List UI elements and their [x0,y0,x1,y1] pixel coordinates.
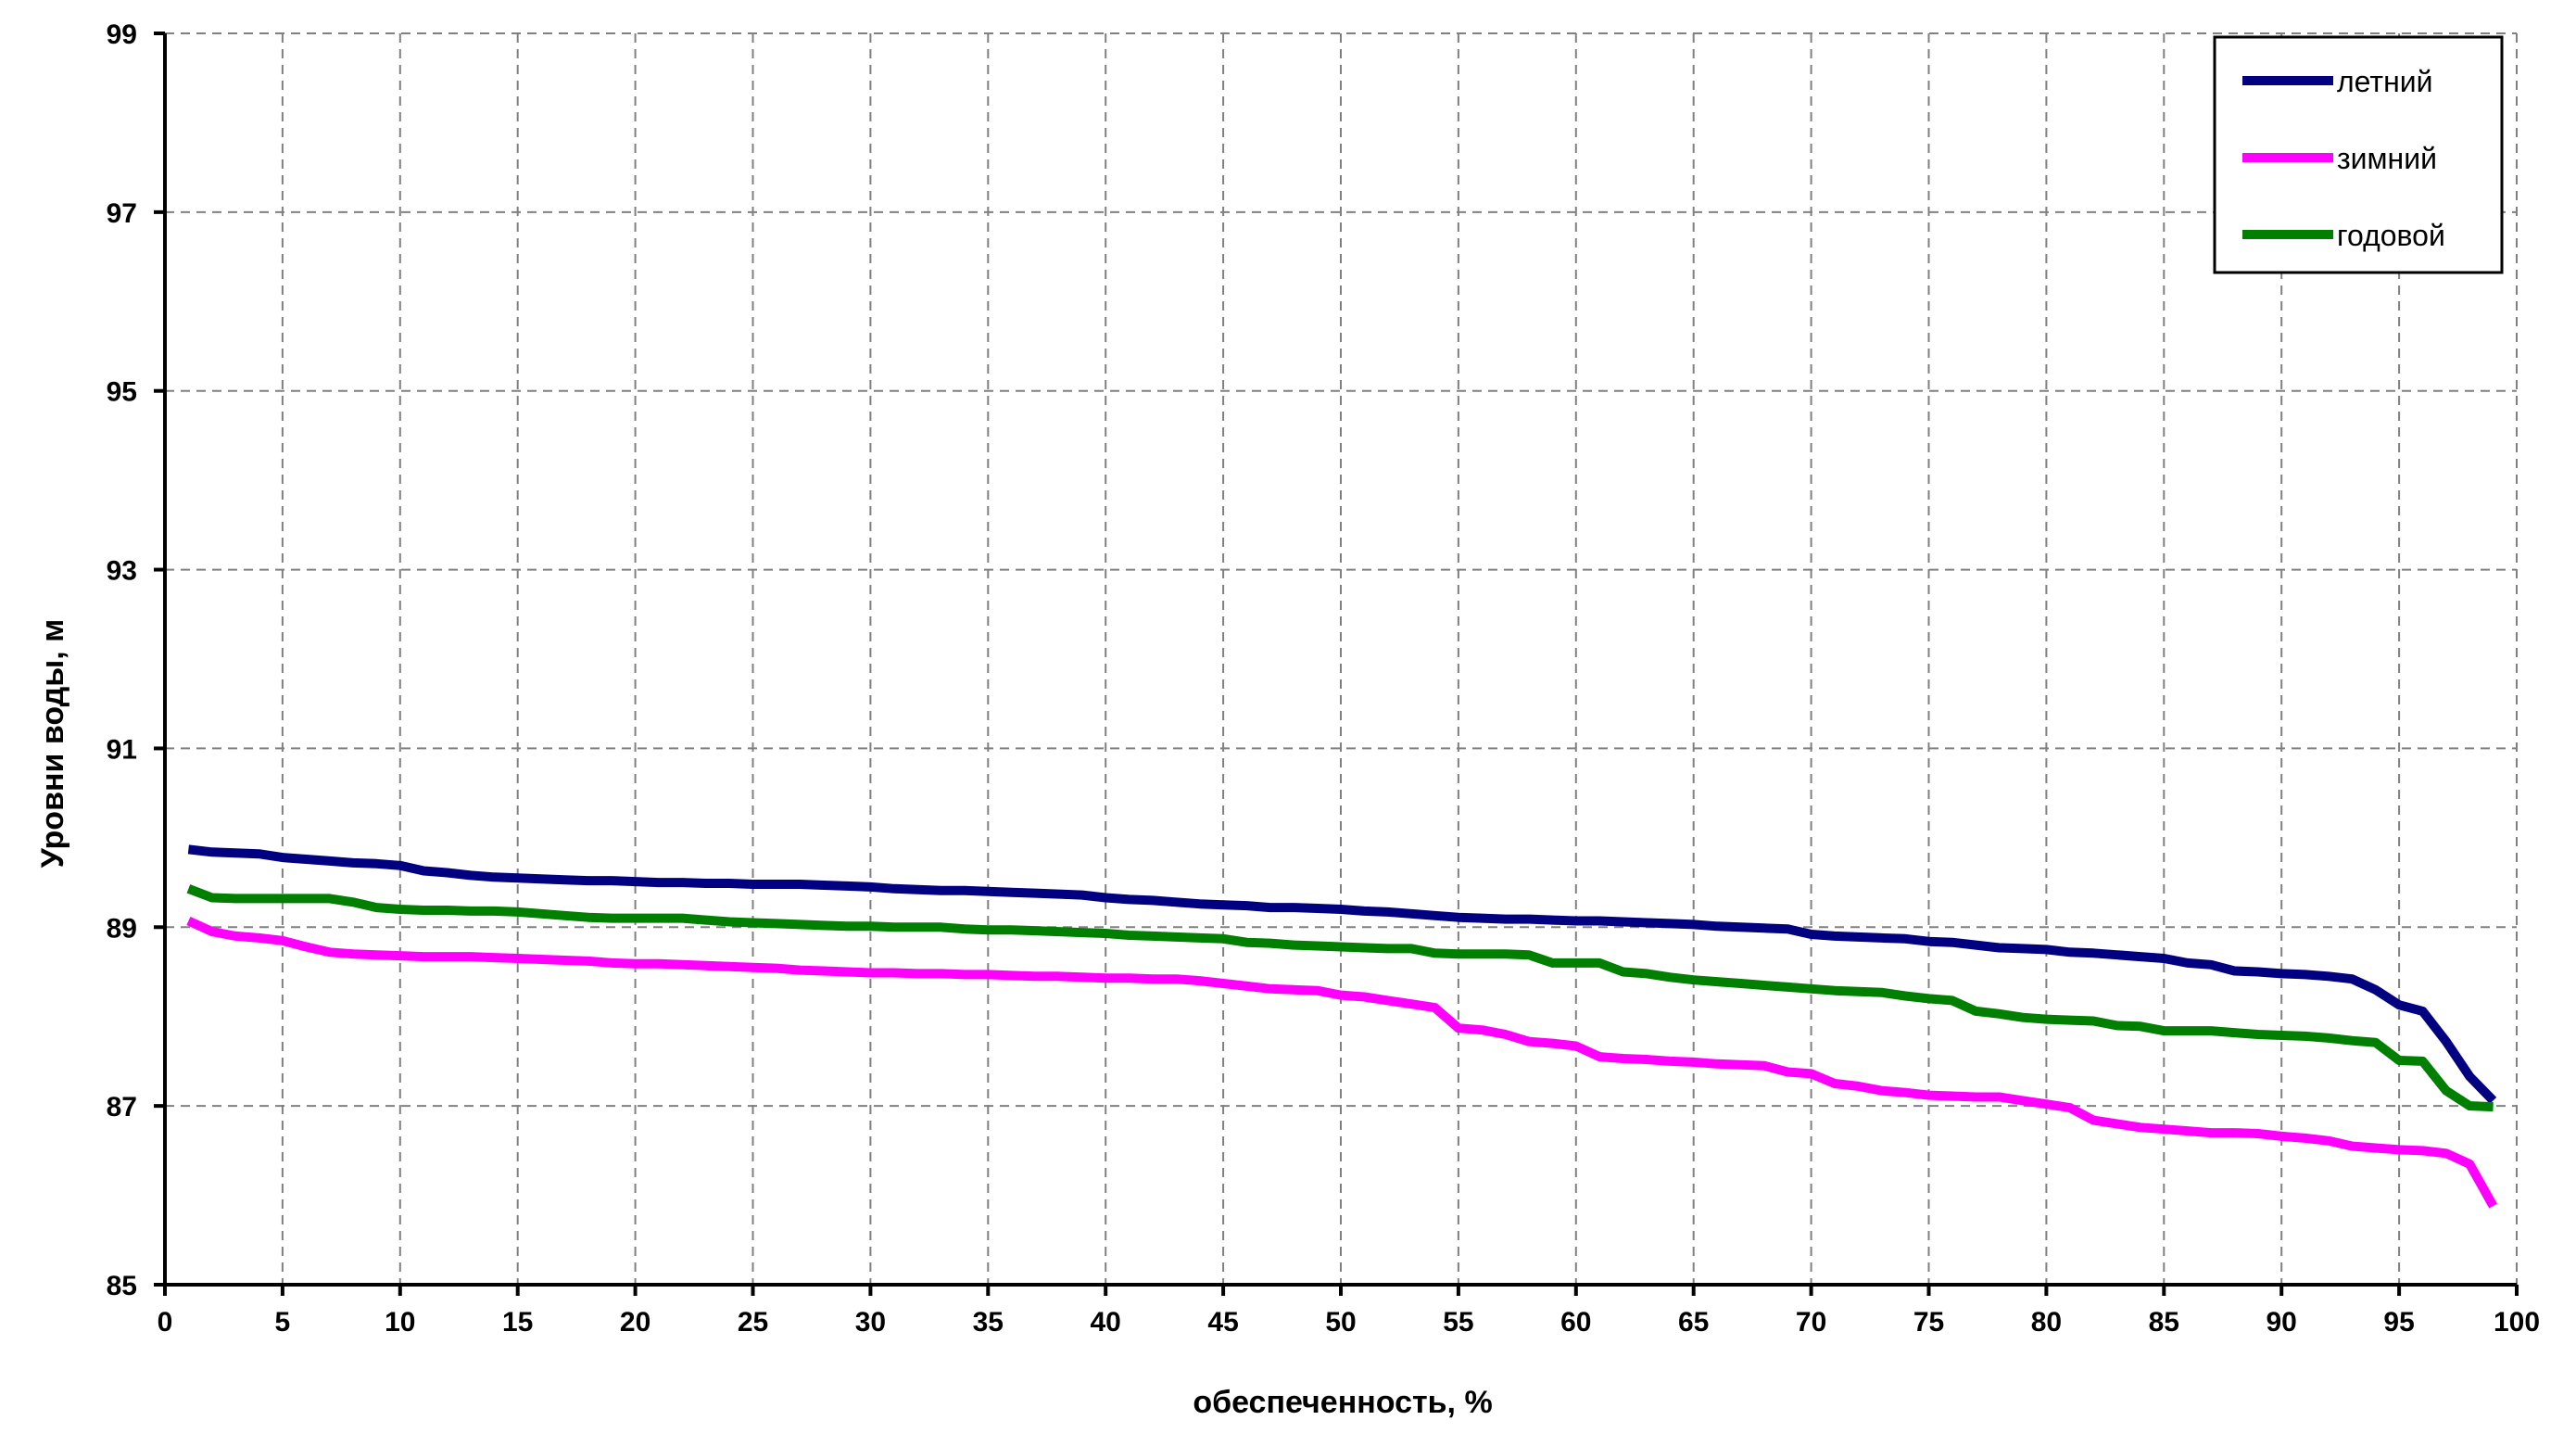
x-tick-label: 80 [2031,1307,2062,1338]
x-tick-label: 90 [2267,1307,2297,1338]
x-tick-label: 95 [2383,1307,2414,1338]
ticks: 0 5 10 15 20 25 30 35 40 45 50 55 60 65 70 75 80 85 90 95 10… [107,19,2540,1338]
x-axis-title: обеспеченность, % [1193,1385,1492,1420]
legend-label-2: зимний [2337,142,2437,175]
y-tick-label: 95 [107,377,137,408]
x-tick-label: 60 [1560,1307,1591,1338]
x-tick-label: 50 [1325,1307,1356,1338]
x-tick-label: 100 [2494,1307,2540,1338]
y-tick-label: 91 [107,734,137,765]
series-line-3 [186,884,2494,1112]
x-tick-label: 10 [385,1307,415,1338]
x-tick-label: 25 [738,1307,768,1338]
y-tick-label: 99 [107,19,137,50]
x-tick-label: 45 [1207,1307,1238,1338]
y-tick-label: 85 [107,1271,137,1301]
y-tick-label: 93 [107,556,137,587]
legend-label-3: годовой [2337,219,2445,252]
grid [165,32,2518,1285]
x-tick-label: 15 [502,1307,533,1338]
x-tick-label: 20 [620,1307,650,1338]
y-tick-label: 97 [107,198,137,229]
x-tick-label: 5 [275,1307,291,1338]
series [186,844,2497,1209]
legend-label-1: летний [2337,65,2432,98]
x-tick-label: 85 [2149,1307,2179,1338]
y-axis-title: Уровни воды, м [35,619,70,869]
x-tick-label: 40 [1091,1307,1121,1338]
x-tick-label: 35 [973,1307,1004,1338]
y-tick-label: 87 [107,1092,137,1122]
x-tick-label: 55 [1443,1307,1473,1338]
x-tick-label: 0 [158,1307,173,1338]
x-tick-label: 70 [1796,1307,1826,1338]
series-line-2 [186,916,2497,1209]
x-tick-label: 75 [1913,1307,1944,1338]
series-line-1 [187,844,2497,1104]
x-tick-label: 30 [855,1307,886,1338]
legend: летний зимний годовой [2213,35,2504,274]
y-tick-label: 89 [107,913,137,944]
x-tick-label: 65 [1678,1307,1709,1338]
